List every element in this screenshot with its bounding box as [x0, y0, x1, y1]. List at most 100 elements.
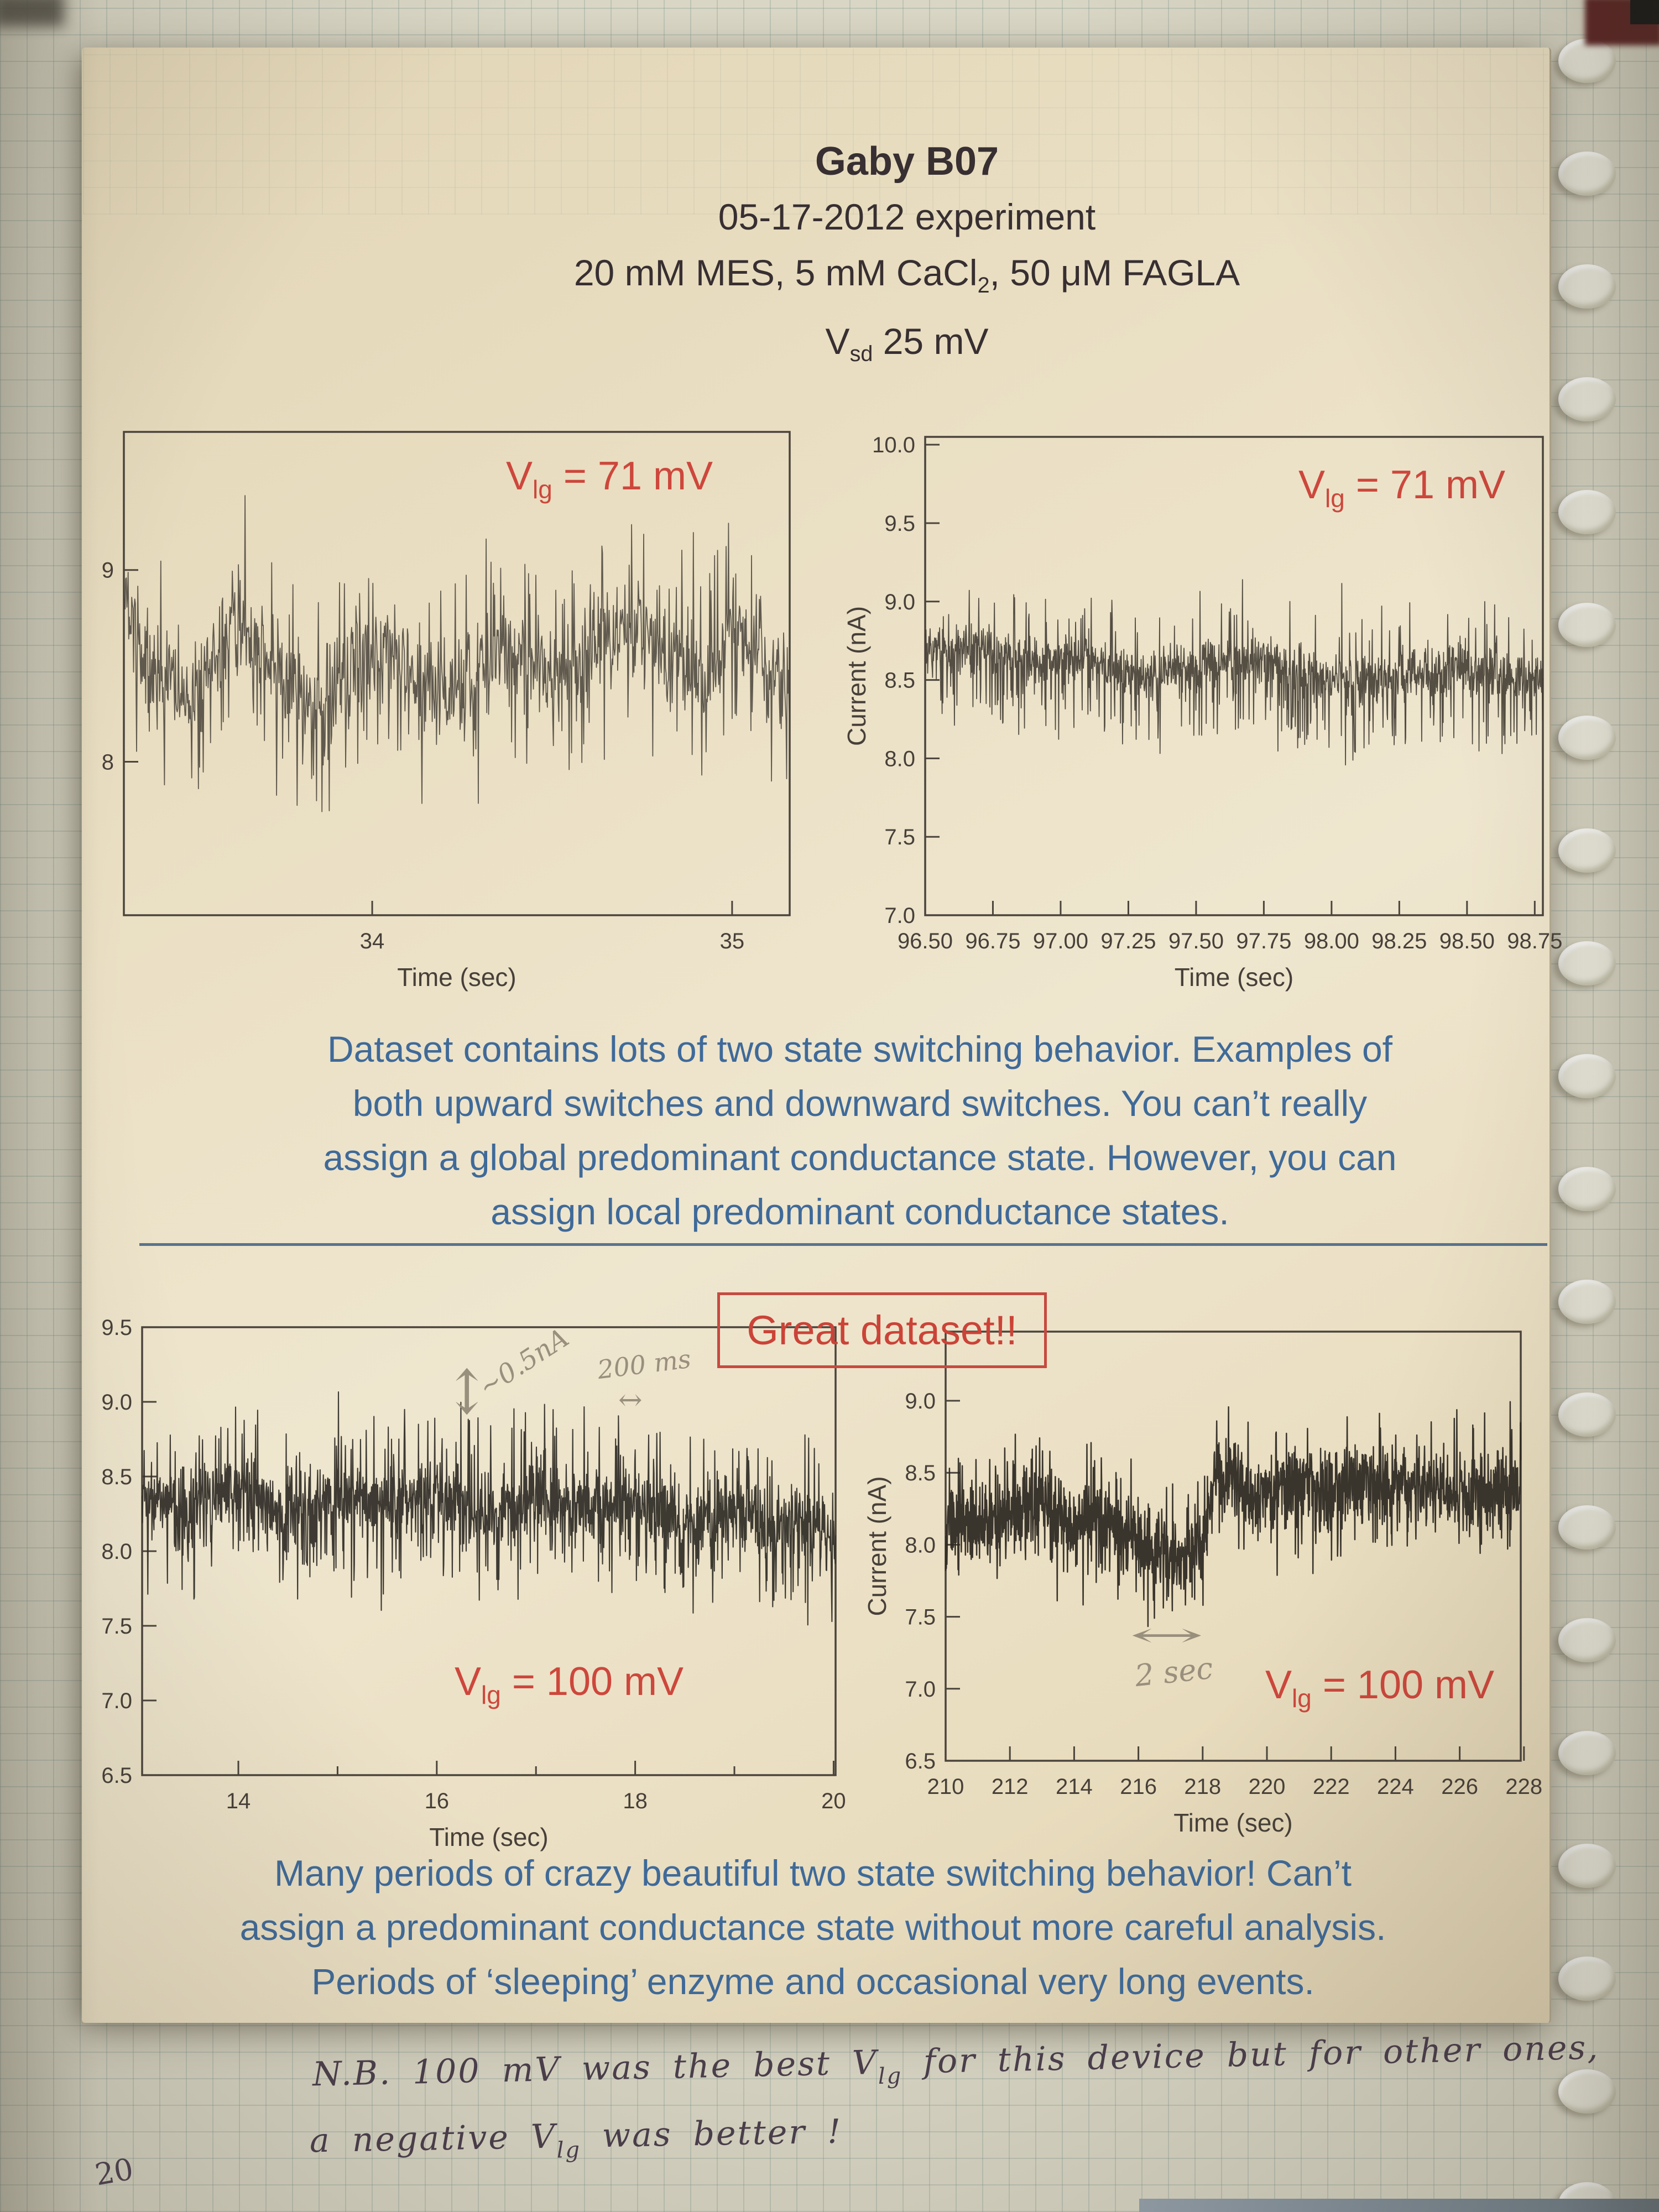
svg-text:9: 9 — [102, 559, 114, 583]
svg-text:Time (sec): Time (sec) — [1173, 1808, 1293, 1837]
svg-text:7.0: 7.0 — [884, 904, 915, 928]
svg-text:14: 14 — [226, 1789, 251, 1813]
svg-text:9.5: 9.5 — [884, 512, 915, 536]
handwriting-line-2: a negative Vlg was better ! — [309, 2112, 843, 2163]
header-bias-voltage: Vsd 25 mV — [825, 321, 989, 367]
subscript: lg — [481, 1681, 501, 1709]
svg-text:7.5: 7.5 — [101, 1614, 132, 1639]
pencil-leftright-arrow: ↔ — [618, 1384, 643, 1417]
svg-text:35: 35 — [720, 929, 745, 953]
svg-text:214: 214 — [1056, 1775, 1093, 1799]
binder-hole — [1558, 1167, 1616, 1211]
binder-hole — [1558, 603, 1616, 647]
svg-text:9.0: 9.0 — [101, 1390, 132, 1415]
binder-hole — [1558, 264, 1616, 309]
header: Gaby B07 05-17-2012 experiment 20 mM MES… — [310, 134, 1504, 382]
subscript: lg — [1292, 1684, 1312, 1713]
svg-text:7.5: 7.5 — [884, 825, 915, 849]
svg-text:18: 18 — [623, 1789, 648, 1813]
svg-text:10.0: 10.0 — [872, 433, 915, 457]
svg-text:Time (sec): Time (sec) — [429, 1823, 549, 1851]
svg-text:216: 216 — [1120, 1775, 1157, 1799]
binder-hole — [1558, 1957, 1616, 2001]
svg-text:Time (sec): Time (sec) — [397, 963, 517, 992]
vlg-label-bottom-left: Vlg = 100 mV — [455, 1660, 684, 1709]
binder-hole — [1558, 490, 1616, 534]
binder-hole — [1558, 39, 1616, 83]
header-experiment-date: 05-17-2012 experiment — [718, 196, 1096, 237]
binder-hole — [1558, 1054, 1616, 1098]
bottom-edge-strip — [1139, 2199, 1659, 2212]
svg-text:8.0: 8.0 — [884, 747, 915, 771]
page-number: 20 — [92, 2151, 136, 2193]
svg-text:Current (nA): Current (nA) — [863, 1476, 891, 1616]
svg-text:7.0: 7.0 — [101, 1689, 132, 1713]
svg-text:220: 220 — [1249, 1775, 1286, 1799]
page-title: Gaby B07 — [815, 139, 999, 184]
svg-text:97.00: 97.00 — [1033, 929, 1088, 953]
vlg-label-bottom-right: Vlg = 100 mV — [1265, 1663, 1495, 1713]
paragraph-line: Dataset contains lots of two state switc… — [327, 1029, 1392, 1070]
svg-text:212: 212 — [992, 1775, 1029, 1799]
caption-paragraph-1: Dataset contains lots of two state switc… — [210, 1022, 1510, 1239]
svg-text:96.50: 96.50 — [898, 929, 953, 953]
paragraph-line: Periods of ‘sleeping’ enzyme and occasio… — [311, 1961, 1314, 2002]
svg-text:98.50: 98.50 — [1439, 929, 1495, 953]
svg-text:97.50: 97.50 — [1168, 929, 1224, 953]
svg-text:228: 228 — [1505, 1775, 1542, 1799]
pencil-updown-arrow: ↕ — [445, 1357, 489, 1428]
svg-text:34: 34 — [360, 929, 385, 953]
svg-text:98.00: 98.00 — [1304, 929, 1359, 953]
callout-box: Great dataset!! — [717, 1292, 1047, 1368]
binder-holes — [1558, 0, 1625, 2212]
svg-text:224: 224 — [1377, 1775, 1414, 1799]
binder-hole — [1558, 1392, 1616, 1437]
binder-hole — [1558, 1618, 1616, 1662]
svg-text:96.75: 96.75 — [965, 929, 1020, 953]
svg-text:9.0: 9.0 — [905, 1389, 936, 1413]
vlg-label-top-right: Vlg = 71 mV — [1298, 463, 1505, 513]
svg-text:218: 218 — [1184, 1775, 1221, 1799]
svg-text:16: 16 — [425, 1789, 450, 1813]
svg-text:222: 222 — [1313, 1775, 1350, 1799]
header-buffer-conditions: 20 mM MES, 5 mM CaCl2, 50 μM FAGLA — [573, 252, 1240, 298]
svg-text:6.5: 6.5 — [101, 1764, 132, 1788]
sheet-grid-overlay — [83, 49, 1548, 215]
svg-text:210: 210 — [927, 1775, 964, 1799]
photo-corner-black-top-right — [1630, 0, 1659, 24]
svg-text:97.25: 97.25 — [1100, 929, 1156, 953]
paragraph-line: Many periods of crazy beautiful two stat… — [274, 1853, 1352, 1893]
binder-hole — [1558, 941, 1616, 985]
printed-sheet — [82, 48, 1551, 2023]
binder-hole — [1558, 2069, 1616, 2114]
divider-line — [139, 1243, 1547, 1246]
paragraph-line: assign a predominant conductance state w… — [239, 1907, 1386, 1948]
binder-hole — [1558, 377, 1616, 421]
callout-text: Great dataset!! — [747, 1307, 1018, 1353]
svg-text:7.0: 7.0 — [905, 1677, 936, 1702]
svg-text:Time (sec): Time (sec) — [1175, 963, 1294, 992]
svg-text:Current (nA): Current (nA) — [842, 606, 871, 746]
subscript: lg — [1325, 484, 1345, 513]
svg-text:20: 20 — [821, 1789, 846, 1813]
binder-hole — [1558, 1505, 1616, 1550]
caption-paragraph-2: Many periods of crazy beautiful two stat… — [138, 1846, 1488, 2008]
pencil-long-leftright-arrow: ↔ — [1129, 1616, 1204, 1655]
vlg-label-top-left: Vlg = 71 mV — [506, 454, 713, 504]
svg-text:9.5: 9.5 — [101, 1316, 132, 1340]
subscript: lg — [556, 2137, 582, 2163]
svg-text:6.5: 6.5 — [905, 1749, 936, 1773]
svg-text:97.75: 97.75 — [1236, 929, 1291, 953]
svg-text:226: 226 — [1441, 1775, 1478, 1799]
svg-text:7.5: 7.5 — [905, 1605, 936, 1630]
subscript: lg — [878, 2063, 903, 2089]
subscript: 2 — [977, 273, 990, 298]
binder-hole — [1558, 1844, 1616, 1888]
subscript: lg — [533, 475, 552, 504]
paragraph-line: both upward switches and downward switch… — [352, 1083, 1368, 1124]
svg-text:9.0: 9.0 — [884, 590, 915, 614]
svg-text:8: 8 — [102, 750, 114, 775]
photo-corner-shadow-top-left — [0, 0, 64, 27]
